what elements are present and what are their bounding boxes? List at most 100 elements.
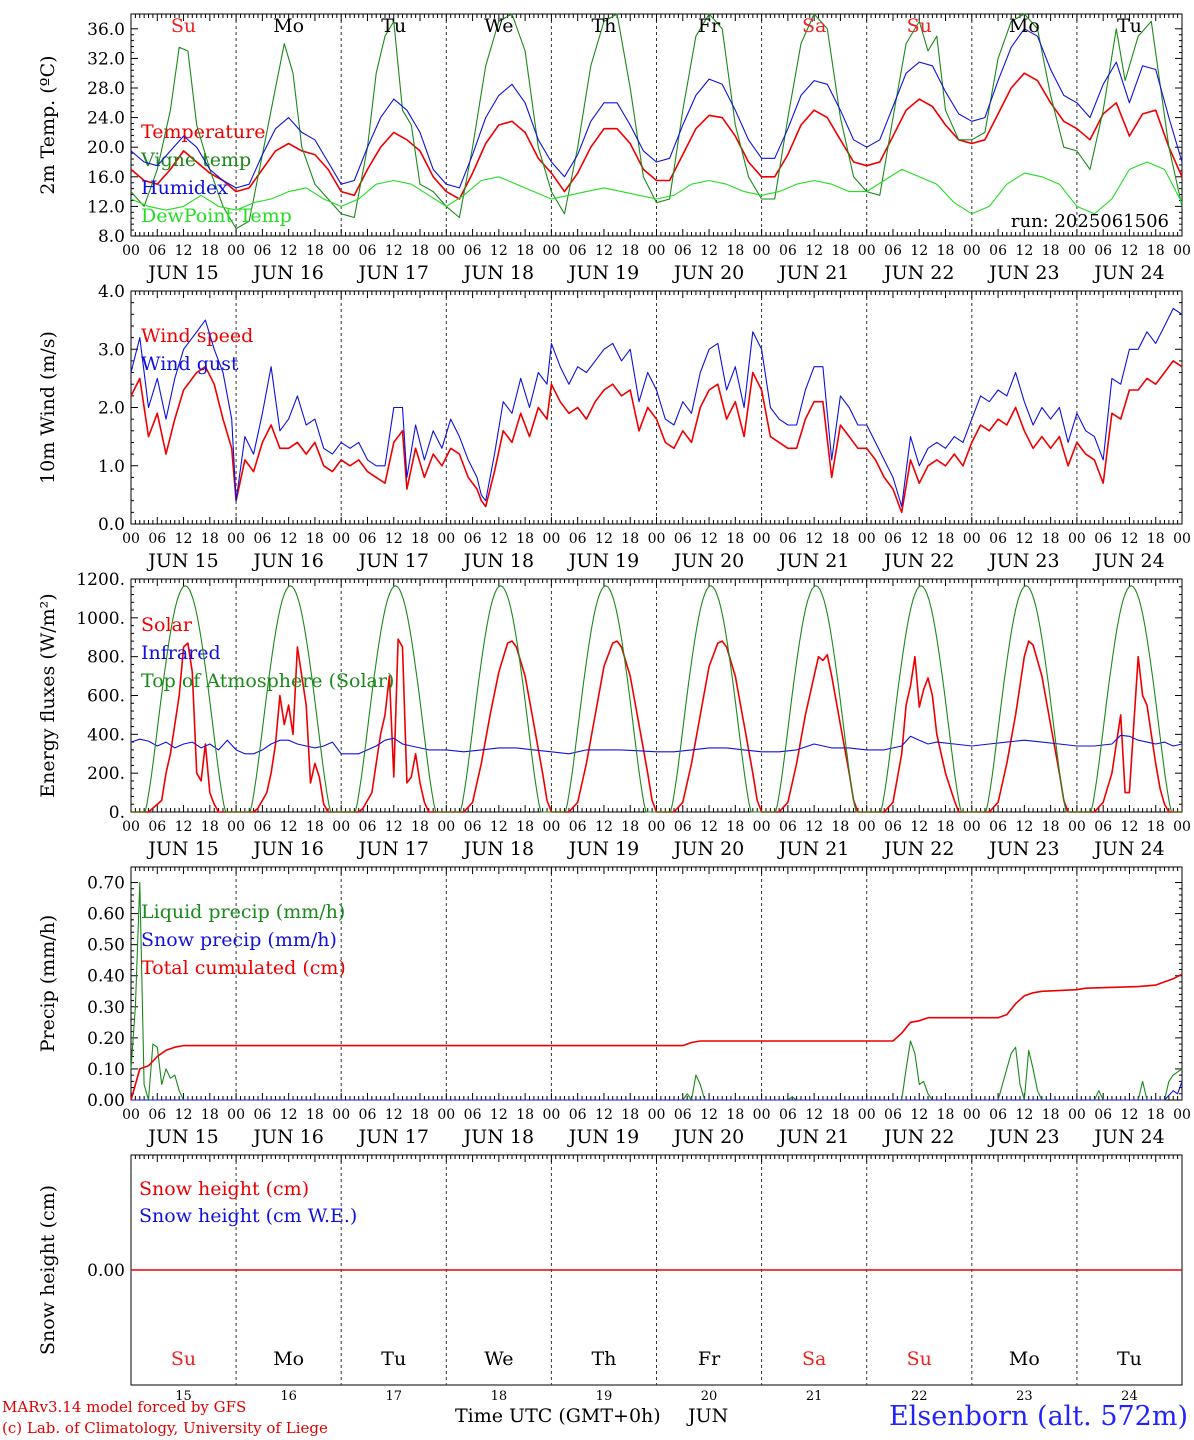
day-label: JUN 16 — [251, 262, 323, 284]
legend-entry: Liquid precip (mm/h) — [141, 901, 345, 923]
hour-tick-label: 00 — [542, 819, 560, 835]
legend-entry: Total cumulated (cm) — [141, 957, 346, 979]
hour-tick-label: 12 — [280, 819, 298, 835]
hour-tick-label: 00 — [122, 531, 140, 547]
hour-tick-label: 12 — [910, 531, 928, 547]
hour-tick-label: 18 — [937, 531, 955, 547]
hour-tick-label: 12 — [700, 243, 718, 259]
hour-tick-label: 12 — [910, 1107, 928, 1123]
hour-tick-label: 12 — [1015, 243, 1033, 259]
legend-entry: Wind gust — [141, 353, 239, 375]
hour-tick-label: 06 — [569, 243, 587, 259]
hour-tick-label: 06 — [569, 1107, 587, 1123]
hour-tick-label: 00 — [542, 1107, 560, 1123]
hour-tick-label: 18 — [832, 243, 850, 259]
y-axis-label: 2m Temp. (ºC) — [37, 55, 59, 194]
legend-entry: Snow precip (mm/h) — [141, 929, 337, 951]
hour-tick-label: 18 — [411, 819, 429, 835]
hour-tick-label: 06 — [253, 819, 271, 835]
day-label: JUN 19 — [567, 838, 639, 860]
hour-tick-label: 12 — [280, 1107, 298, 1123]
day-label: JUN 16 — [251, 838, 323, 860]
hour-tick-label: 06 — [674, 531, 692, 547]
lab-credit: (c) Lab. of Climatology, University of L… — [2, 1419, 328, 1437]
hour-tick-label: 06 — [253, 531, 271, 547]
y-tick-label: 0.60 — [87, 905, 125, 925]
legend-entry: Top of Atmosphere (Solar) — [141, 670, 394, 692]
day-label: JUN 22 — [882, 1126, 954, 1148]
hour-tick-label: 00 — [122, 243, 140, 259]
day-label: JUN 23 — [987, 838, 1059, 860]
weekday-label: Sa — [802, 15, 826, 37]
legend-entry: Infrared — [141, 642, 221, 664]
y-tick-label: 0.50 — [87, 936, 125, 956]
y-tick-label: 28.0 — [87, 79, 125, 99]
day-label: JUN 24 — [1092, 838, 1164, 860]
hour-tick-label: 06 — [779, 531, 797, 547]
series-line — [130, 161, 1183, 215]
day-label: JUN 24 — [1092, 550, 1164, 572]
hour-tick-label: 18 — [1042, 819, 1060, 835]
hour-tick-label: 18 — [516, 243, 534, 259]
hour-tick-label: 00 — [227, 819, 245, 835]
legend-entry: Snow height (cm W.E.) — [139, 1205, 357, 1227]
series-line — [130, 881, 1183, 1101]
hour-tick-label: 18 — [621, 819, 639, 835]
day-number: 19 — [596, 1389, 613, 1404]
hour-tick-label: 00 — [753, 1107, 771, 1123]
hour-tick-label: 18 — [1147, 1107, 1165, 1123]
hour-tick-label: 00 — [753, 819, 771, 835]
hour-tick-label: 00 — [648, 243, 666, 259]
hour-tick-label: 00 — [332, 531, 350, 547]
series-line — [130, 734, 1183, 755]
hour-tick-label: 00 — [227, 243, 245, 259]
hour-tick-label: 12 — [700, 531, 718, 547]
y-tick-label: 32.0 — [87, 49, 125, 69]
day-number: 17 — [385, 1389, 402, 1404]
hour-tick-label: 18 — [1147, 531, 1165, 547]
hour-tick-label: 12 — [490, 531, 508, 547]
y-tick-label: 400. — [87, 725, 125, 745]
series-line — [130, 72, 1183, 200]
run-annotation: run: 2025061506 — [1011, 211, 1169, 232]
hour-tick-label: 12 — [595, 819, 613, 835]
y-tick-label: 0.20 — [87, 1029, 125, 1049]
hour-tick-label: 12 — [280, 243, 298, 259]
hour-tick-label: 06 — [884, 243, 902, 259]
hour-tick-label: 06 — [464, 531, 482, 547]
hour-tick-label: 12 — [490, 243, 508, 259]
day-label: JUN 20 — [672, 550, 744, 572]
panel-4: 0.00 0.10 0.20 0.30 0.40 0.50 0.60 0.70 Precip (… — [37, 866, 1191, 1148]
hour-tick-label: 00 — [1173, 531, 1191, 547]
day-label: JUN 21 — [777, 838, 849, 860]
day-label: JUN 24 — [1092, 262, 1164, 284]
weekday-label: Sa — [802, 1348, 826, 1370]
station-name: Elsenborn (alt. 572m) — [889, 1401, 1188, 1432]
day-label: JUN 18 — [462, 262, 534, 284]
hour-tick-label: 00 — [858, 1107, 876, 1123]
month-label: JUN — [688, 1405, 729, 1427]
day-label: JUN 18 — [462, 838, 534, 860]
weekday-label: Mo — [1009, 15, 1040, 37]
legend-entry: Wind speed — [141, 325, 253, 347]
hour-tick-label: 00 — [963, 819, 981, 835]
hour-tick-label: 18 — [1042, 243, 1060, 259]
weekday-label: Tu — [381, 15, 406, 37]
panel-3: 0. 200. 400. 600. 800. 1000. 1200. Energy fluxe… — [37, 570, 1191, 860]
hour-tick-label: 00 — [1068, 531, 1086, 547]
hour-tick-label: 00 — [1173, 1107, 1191, 1123]
day-label: JUN 24 — [1092, 1126, 1164, 1148]
hour-tick-label: 12 — [1121, 531, 1139, 547]
weekday-label: Tu — [1117, 15, 1142, 37]
y-axis-label: Snow height (cm) — [37, 1185, 59, 1355]
y-tick-label: 0.30 — [87, 998, 125, 1018]
series-line — [131, 1081, 1183, 1101]
hour-tick-label: 00 — [858, 819, 876, 835]
series-line — [131, 638, 1182, 813]
weekday-label: Fr — [698, 15, 721, 37]
hour-tick-label: 00 — [1068, 243, 1086, 259]
y-tick-label: 600. — [87, 687, 125, 707]
day-number: 21 — [806, 1389, 823, 1404]
hour-tick-label: 18 — [201, 531, 219, 547]
hour-tick-label: 06 — [148, 819, 166, 835]
